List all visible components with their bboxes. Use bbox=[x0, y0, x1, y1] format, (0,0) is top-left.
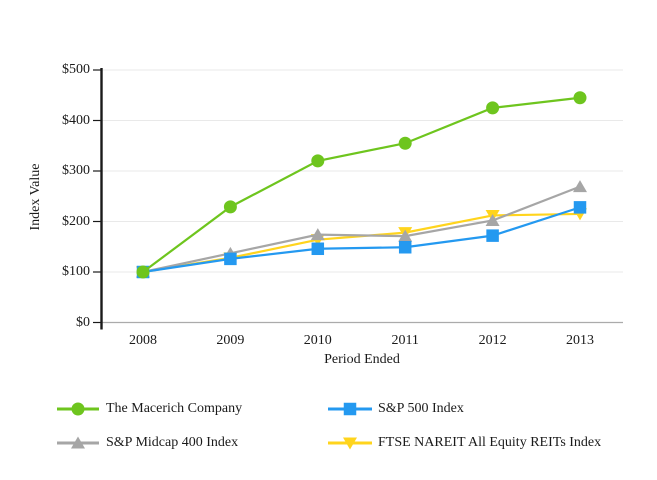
data-point-marker bbox=[136, 265, 150, 279]
legend-label: S&P Midcap 400 Index bbox=[106, 435, 239, 450]
data-point-marker bbox=[311, 242, 325, 256]
series-line bbox=[142, 185, 581, 274]
y-tick-label: $200 bbox=[62, 213, 90, 229]
legend-item bbox=[57, 436, 99, 449]
x-tick-label: 2008 bbox=[129, 333, 157, 348]
legend-label: FTSE NAREIT All Equity REITs Index bbox=[378, 435, 602, 450]
data-point-marker bbox=[573, 91, 587, 105]
data-point-marker bbox=[486, 101, 500, 115]
y-tick-label: $500 bbox=[62, 62, 90, 77]
legend-marker bbox=[343, 437, 357, 450]
y-tick-label: $400 bbox=[62, 112, 90, 128]
legend-label: S&P 500 Index bbox=[378, 401, 464, 416]
y-tick-label: $0 bbox=[76, 314, 90, 330]
data-point-marker bbox=[224, 252, 237, 266]
legend-item bbox=[57, 402, 99, 416]
legend-marker bbox=[343, 402, 357, 416]
x-tick-label: 2013 bbox=[566, 333, 594, 348]
series-line bbox=[142, 206, 581, 274]
data-point-marker bbox=[486, 229, 499, 242]
data-point-marker bbox=[311, 154, 325, 168]
data-point-marker bbox=[398, 136, 412, 150]
legend-marker bbox=[71, 436, 85, 449]
y-tick-label: $300 bbox=[62, 163, 90, 178]
data-point-marker bbox=[310, 228, 325, 241]
series-line bbox=[142, 96, 581, 273]
data-point-marker bbox=[398, 241, 412, 254]
x-tick-label: 2010 bbox=[303, 333, 332, 348]
x-tick-label: 2011 bbox=[391, 333, 419, 348]
legend-label: The Macerich Company bbox=[106, 401, 243, 416]
data-point-marker bbox=[223, 200, 237, 214]
series-triangle-down bbox=[136, 208, 587, 279]
series-circle bbox=[136, 91, 587, 279]
x-tick-label: 2012 bbox=[478, 333, 507, 348]
legend-item bbox=[328, 437, 372, 450]
legend-item bbox=[328, 402, 372, 416]
data-point-marker bbox=[485, 213, 500, 226]
x-tick-label: 2009 bbox=[216, 333, 245, 348]
x-axis-title: Period Ended bbox=[324, 352, 400, 367]
data-point-marker bbox=[573, 180, 587, 193]
series-square bbox=[136, 201, 587, 279]
legend-marker bbox=[71, 402, 85, 416]
y-tick-label: $100 bbox=[62, 264, 90, 279]
data-point-marker bbox=[573, 201, 587, 214]
data-point-marker bbox=[398, 229, 413, 242]
